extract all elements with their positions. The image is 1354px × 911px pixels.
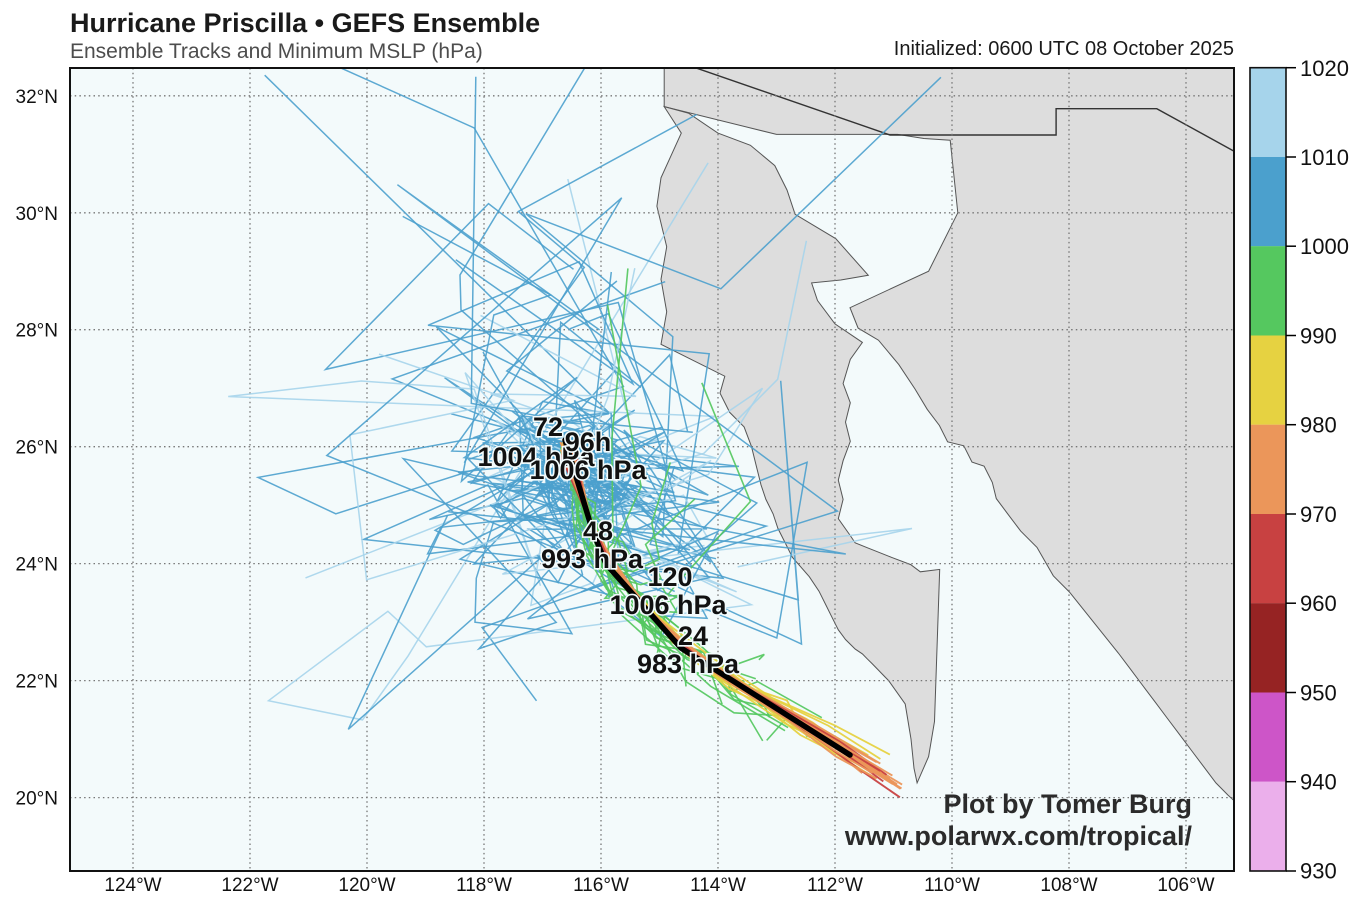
svg-text:96h: 96h <box>565 427 612 457</box>
svg-text:950: 950 <box>1300 681 1337 706</box>
svg-text:118°W: 118°W <box>456 875 512 896</box>
svg-text:1010: 1010 <box>1300 145 1349 170</box>
svg-text:108°W: 108°W <box>1040 875 1097 896</box>
svg-text:993 hPa: 993 hPa <box>541 544 644 574</box>
svg-text:30°N: 30°N <box>16 204 58 225</box>
svg-text:930: 930 <box>1300 859 1337 884</box>
svg-text:120°W: 120°W <box>338 875 395 896</box>
svg-text:940: 940 <box>1300 770 1337 795</box>
svg-text:120: 120 <box>647 562 692 592</box>
svg-text:106°W: 106°W <box>1157 875 1214 896</box>
svg-text:970: 970 <box>1300 502 1337 527</box>
svg-text:110°W: 110°W <box>924 875 980 896</box>
svg-text:26°N: 26°N <box>16 438 58 459</box>
svg-text:983 hPa: 983 hPa <box>637 649 740 679</box>
svg-text:48: 48 <box>583 516 613 546</box>
svg-text:990: 990 <box>1300 324 1337 349</box>
svg-text:112°W: 112°W <box>807 875 863 896</box>
svg-text:24: 24 <box>678 621 708 651</box>
svg-text:20°N: 20°N <box>16 789 58 810</box>
svg-text:116°W: 116°W <box>573 875 629 896</box>
svg-text:www.polarwx.com/tropical/: www.polarwx.com/tropical/ <box>844 821 1193 851</box>
svg-text:72: 72 <box>533 412 563 442</box>
svg-text:Plot by Tomer Burg: Plot by Tomer Burg <box>943 789 1192 819</box>
svg-text:980: 980 <box>1300 413 1337 438</box>
svg-text:1006 hPa: 1006 hPa <box>609 590 727 620</box>
svg-text:1020: 1020 <box>1300 56 1349 81</box>
svg-text:1000: 1000 <box>1300 234 1349 259</box>
svg-text:24°N: 24°N <box>16 555 58 576</box>
svg-text:960: 960 <box>1300 591 1337 616</box>
svg-text:32°N: 32°N <box>16 87 58 108</box>
svg-text:28°N: 28°N <box>16 321 58 342</box>
svg-text:22°N: 22°N <box>16 672 58 693</box>
svg-text:114°W: 114°W <box>690 875 746 896</box>
svg-text:124°W: 124°W <box>104 875 161 896</box>
svg-text:122°W: 122°W <box>221 875 278 896</box>
svg-text:1006 hPa: 1006 hPa <box>529 455 647 485</box>
